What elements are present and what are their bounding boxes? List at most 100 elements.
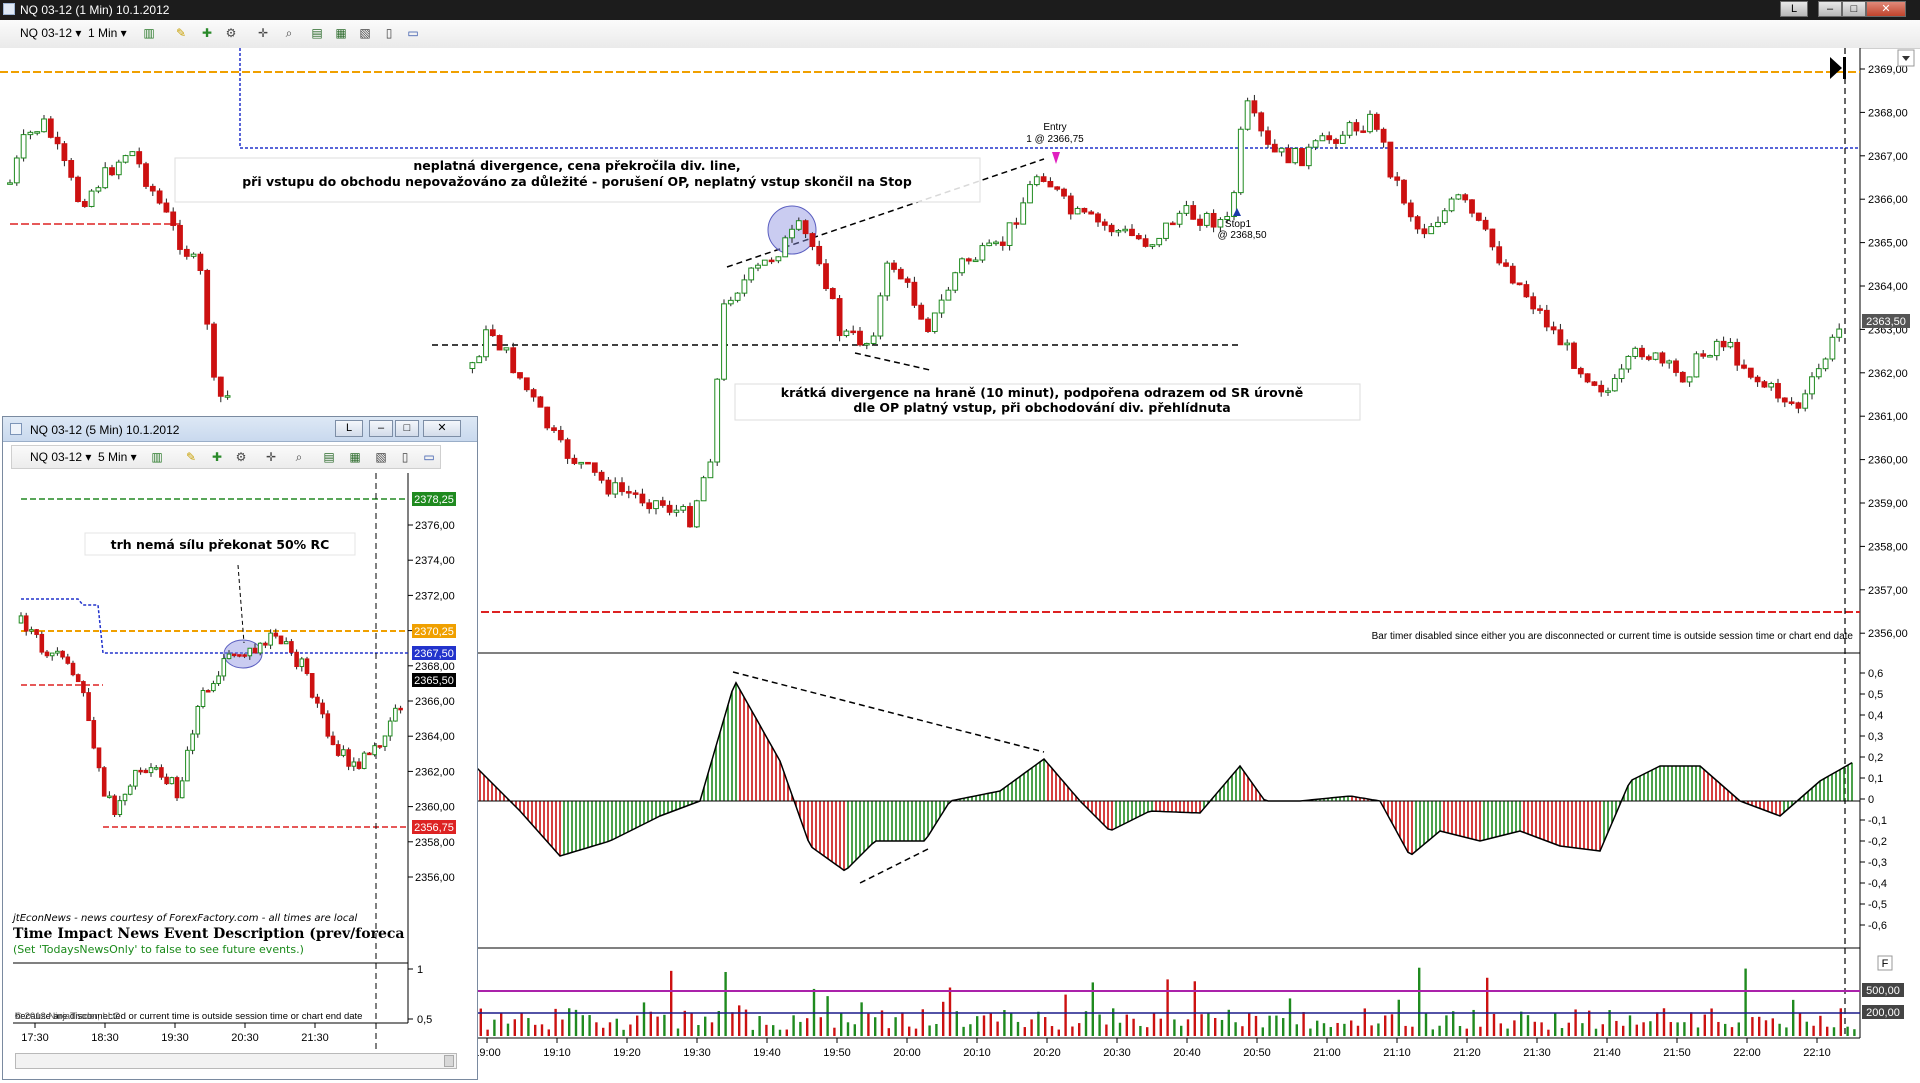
volume-bar: [1520, 1011, 1523, 1036]
volume-bar: [595, 1022, 598, 1036]
volume-bar: [1554, 1012, 1557, 1036]
candle-body: [1475, 212, 1482, 221]
close-button[interactable]: ✕: [1866, 1, 1906, 17]
zoom-icon[interactable]: ⌕: [285, 26, 293, 40]
column-icon[interactable]: ▭: [423, 450, 435, 464]
sub-chart[interactable]: trh nemá sílu překonat 50% RC 2376,00237…: [3, 473, 477, 1053]
sub-lower-tick-label: 1: [417, 964, 423, 976]
candle-body: [891, 262, 897, 270]
candle-body: [1217, 219, 1224, 228]
candle-body: [802, 220, 809, 235]
candle-body: [1312, 140, 1319, 148]
scroll-thumb[interactable]: [444, 1055, 454, 1067]
scroll-icon[interactable]: ▯: [401, 450, 409, 464]
volume-bar: [1438, 1025, 1441, 1036]
data-box-icon[interactable]: ▤: [311, 26, 323, 40]
panel-f-button[interactable]: [1877, 955, 1893, 971]
sub-maximize-button[interactable]: □: [395, 420, 419, 437]
osc-tick-label: -0,6: [1868, 920, 1887, 932]
price-tick-label: 2361,00: [1868, 411, 1908, 423]
oscillator-axis: 0,6 0,5 0,4 0,3 0,2 0,1 0 -0,1 -0,2 -0,3 -0,4 -0,5 -…: [1860, 668, 1887, 932]
volume-bar: [520, 1013, 523, 1036]
draw-pen-icon[interactable]: ✎: [175, 26, 187, 40]
crosshair-icon[interactable]: ✛: [265, 450, 277, 464]
volume-bar: [486, 1029, 489, 1036]
interval-selector[interactable]: 1 Min ▾: [88, 26, 127, 40]
add-indicator-icon[interactable]: ✚: [201, 26, 213, 40]
price-tick-label: 2364,00: [1868, 281, 1908, 293]
properties-icon[interactable]: ⚙: [235, 450, 247, 464]
sub-price-candles: [18, 612, 403, 818]
sub-candle-body: [320, 702, 325, 715]
volume-bar: [1581, 1023, 1584, 1036]
sub-candle-body: [294, 651, 299, 668]
candle-body: [721, 303, 727, 380]
sub-chart-window[interactable]: NQ 03-12 (5 Min) 10.1.2012 L – □ ✕ NQ 03…: [2, 416, 478, 1080]
column-icon[interactable]: ▭: [407, 26, 419, 40]
candle-body: [863, 342, 870, 346]
sub-lower-tick-label: 0,5: [417, 1014, 432, 1026]
minimize-button[interactable]: –: [1818, 1, 1842, 17]
candle-body: [1523, 284, 1530, 298]
instrument-selector[interactable]: NQ 03-12 ▾: [20, 26, 82, 40]
candle-body: [1618, 368, 1625, 380]
sub-layout-button[interactable]: L: [335, 420, 363, 437]
osc-tick-label: -0,4: [1868, 878, 1887, 890]
candle-body: [496, 335, 503, 351]
candle-body: [1285, 147, 1292, 164]
candle-body: [605, 479, 612, 495]
scroll-icon[interactable]: ▯: [385, 26, 393, 40]
zoom-icon[interactable]: ⌕: [295, 450, 303, 464]
sub-candle-body: [341, 749, 346, 756]
volume-bar: [962, 1026, 965, 1036]
candle-body: [503, 347, 510, 351]
draw-pen-icon[interactable]: ✎: [185, 450, 197, 464]
candle-body: [564, 439, 571, 459]
volume-bar: [874, 1017, 877, 1036]
candle-body: [1169, 222, 1176, 226]
crosshair-icon[interactable]: ✛: [257, 26, 269, 40]
volume-bar: [1642, 1022, 1645, 1036]
candle-body: [952, 272, 959, 291]
bar-type-icon[interactable]: ▥: [143, 26, 155, 40]
sub-close-button[interactable]: ✕: [423, 420, 461, 437]
volume-bar: [982, 1015, 986, 1036]
add-indicator-icon[interactable]: ✚: [211, 450, 223, 464]
time-tick-label: 20:40: [1173, 1047, 1201, 1059]
sub-minimize-button[interactable]: –: [369, 420, 393, 437]
data-box-icon[interactable]: ▤: [323, 450, 335, 464]
play-end-icon[interactable]: [1830, 57, 1842, 79]
candle-body: [1802, 393, 1809, 409]
volume-bar: [1812, 1025, 1815, 1036]
volume-bar: [479, 1008, 482, 1036]
candle-body: [789, 228, 795, 239]
volume-bar: [1288, 998, 1292, 1036]
strategy-icon[interactable]: ▦: [349, 450, 361, 464]
maximize-button[interactable]: □: [1842, 1, 1866, 17]
layout-button[interactable]: L: [1780, 1, 1808, 17]
volume-bar: [1832, 1027, 1836, 1036]
candle-body: [1367, 113, 1373, 133]
sub-price-tick-label: 2368,00: [415, 661, 455, 673]
sub-candle-body: [325, 713, 331, 737]
sub-price-tick-label: 2356,00: [415, 872, 455, 884]
candle-body: [551, 427, 557, 431]
candle-body: [925, 318, 931, 332]
volume-bar: [1785, 1027, 1788, 1036]
candle-body: [666, 504, 673, 513]
volume-bar: [969, 1024, 972, 1036]
candle-body: [517, 372, 523, 379]
sub-horizontal-scrollbar[interactable]: [15, 1053, 457, 1069]
volume-bar: [1730, 1027, 1734, 1036]
volume-bar: [1737, 1022, 1740, 1036]
volume-bar: [921, 1009, 924, 1036]
volume-bar: [1547, 1029, 1550, 1036]
chart-trader-icon[interactable]: ▧: [375, 450, 387, 464]
volume-bar: [608, 1022, 612, 1036]
sub-instrument-selector[interactable]: NQ 03-12 ▾: [30, 450, 92, 464]
chart-trader-icon[interactable]: ▧: [359, 26, 371, 40]
bar-type-icon[interactable]: ▥: [151, 450, 163, 464]
sub-interval-selector[interactable]: 5 Min ▾: [98, 450, 137, 464]
strategy-icon[interactable]: ▦: [335, 26, 347, 40]
properties-icon[interactable]: ⚙: [225, 26, 237, 40]
